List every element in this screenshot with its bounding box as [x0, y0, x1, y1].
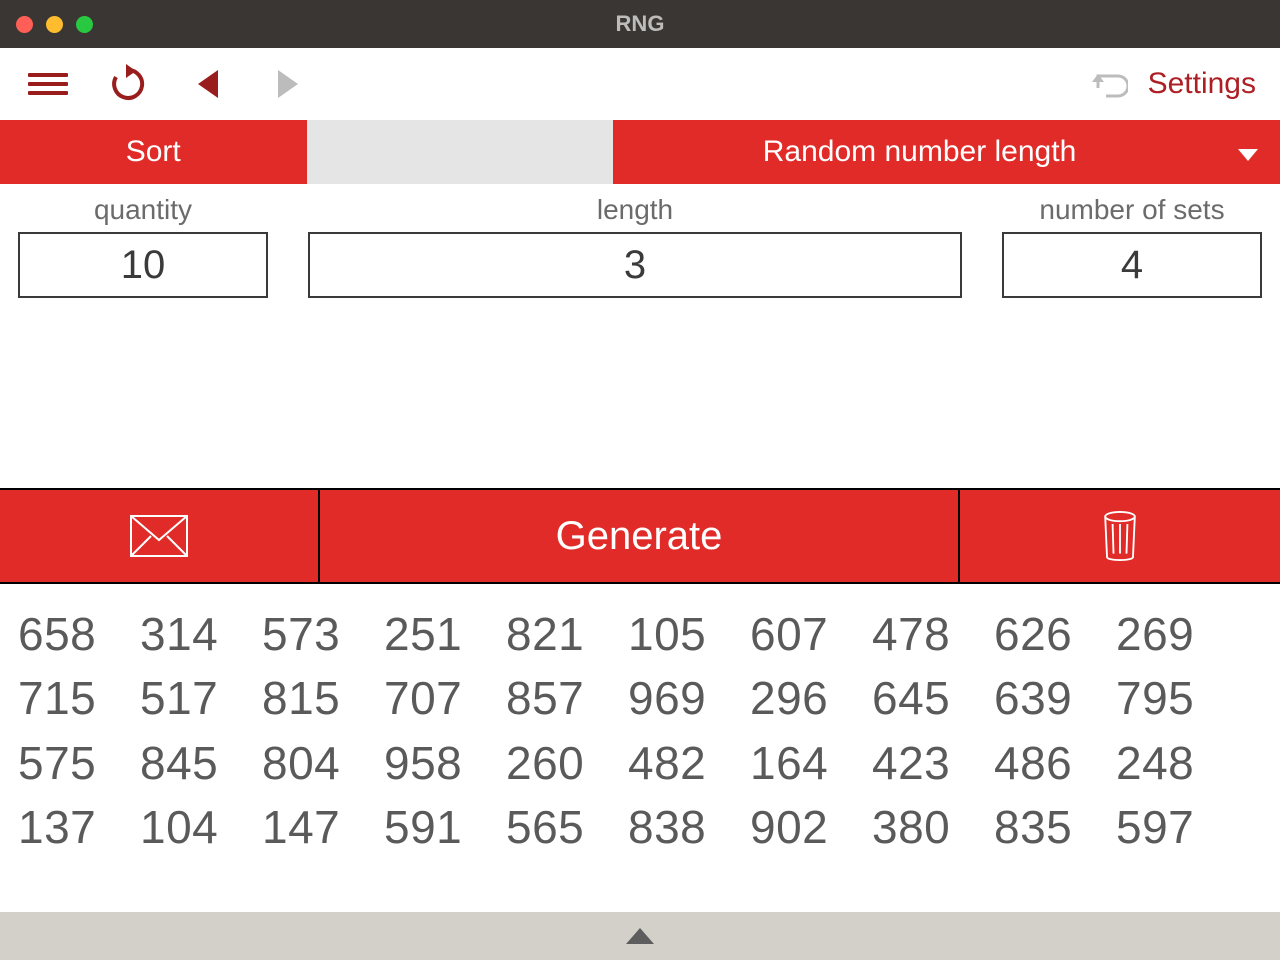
quantity-input[interactable] [18, 232, 268, 298]
window-controls [16, 16, 93, 33]
tab-blank[interactable] [307, 120, 614, 184]
mail-icon [129, 511, 189, 561]
drawer-handle[interactable] [0, 912, 1280, 960]
result-cell: 821 [506, 602, 628, 666]
result-cell: 137 [18, 795, 140, 859]
param-sets: number of sets [1002, 194, 1262, 298]
result-cell: 715 [18, 666, 140, 730]
result-cell: 296 [750, 666, 872, 730]
result-cell: 147 [262, 795, 384, 859]
result-cell: 815 [262, 666, 384, 730]
param-quantity: quantity [18, 194, 268, 298]
titlebar: RNG [0, 0, 1280, 48]
generate-button[interactable]: Generate [320, 490, 960, 582]
result-cell: 251 [384, 602, 506, 666]
result-cell: 795 [1116, 666, 1238, 730]
result-cell: 707 [384, 666, 506, 730]
result-cell: 314 [140, 602, 262, 666]
results-row: 137104147591565838902380835597 [18, 795, 1262, 859]
results-row: 575845804958260482164423486248 [18, 731, 1262, 795]
result-cell: 380 [872, 795, 994, 859]
window-title: RNG [0, 11, 1280, 37]
result-cell: 639 [994, 666, 1116, 730]
zoom-window-button[interactable] [76, 16, 93, 33]
sets-input[interactable] [1002, 232, 1262, 298]
action-bar: Generate [0, 488, 1280, 584]
result-cell: 105 [628, 602, 750, 666]
result-cell: 845 [140, 731, 262, 795]
result-cell: 575 [18, 731, 140, 795]
result-cell: 482 [628, 731, 750, 795]
result-cell: 486 [994, 731, 1116, 795]
share-button[interactable] [0, 490, 320, 582]
results-grid: 6583145732518211056074786262697155178157… [0, 584, 1280, 860]
menu-button[interactable] [8, 48, 88, 120]
quantity-label: quantity [94, 194, 192, 226]
sets-label: number of sets [1039, 194, 1224, 226]
generate-button-label: Generate [556, 514, 723, 559]
result-cell: 478 [872, 602, 994, 666]
result-cell: 658 [18, 602, 140, 666]
reload-button[interactable] [88, 48, 168, 120]
trash-icon [1090, 511, 1150, 561]
length-label: length [597, 194, 673, 226]
close-window-button[interactable] [16, 16, 33, 33]
tab-sort-label: Sort [126, 135, 181, 169]
chevron-up-icon [626, 928, 654, 944]
forward-button [248, 48, 328, 120]
undo-button[interactable] [1068, 48, 1148, 120]
result-cell: 423 [872, 731, 994, 795]
result-cell: 835 [994, 795, 1116, 859]
settings-button[interactable]: Settings [1148, 67, 1262, 101]
result-cell: 857 [506, 666, 628, 730]
mode-dropdown[interactable]: Random number length [613, 120, 1280, 184]
results-row: 715517815707857969296645639795 [18, 666, 1262, 730]
toolbar: Settings [0, 48, 1280, 120]
result-cell: 645 [872, 666, 994, 730]
result-cell: 269 [1116, 602, 1238, 666]
result-cell: 626 [994, 602, 1116, 666]
result-cell: 591 [384, 795, 506, 859]
back-icon [198, 70, 218, 98]
result-cell: 104 [140, 795, 262, 859]
menu-icon [28, 73, 68, 95]
result-cell: 804 [262, 731, 384, 795]
length-input[interactable] [308, 232, 962, 298]
clear-button[interactable] [960, 490, 1280, 582]
result-cell: 607 [750, 602, 872, 666]
mode-tabs: Sort Random number length [0, 120, 1280, 184]
param-length: length [308, 194, 962, 298]
result-cell: 597 [1116, 795, 1238, 859]
result-cell: 517 [140, 666, 262, 730]
mode-dropdown-label: Random number length [763, 135, 1077, 169]
results-row: 658314573251821105607478626269 [18, 602, 1262, 666]
result-cell: 902 [750, 795, 872, 859]
result-cell: 164 [750, 731, 872, 795]
forward-icon [278, 70, 298, 98]
result-cell: 573 [262, 602, 384, 666]
minimize-window-button[interactable] [46, 16, 63, 33]
back-button[interactable] [168, 48, 248, 120]
result-cell: 958 [384, 731, 506, 795]
tab-sort[interactable]: Sort [0, 120, 307, 184]
result-cell: 248 [1116, 731, 1238, 795]
result-cell: 260 [506, 731, 628, 795]
reload-icon [108, 64, 148, 104]
result-cell: 838 [628, 795, 750, 859]
result-cell: 565 [506, 795, 628, 859]
result-cell: 969 [628, 666, 750, 730]
undo-icon [1088, 64, 1128, 104]
parameters: quantity length number of sets [0, 184, 1280, 298]
